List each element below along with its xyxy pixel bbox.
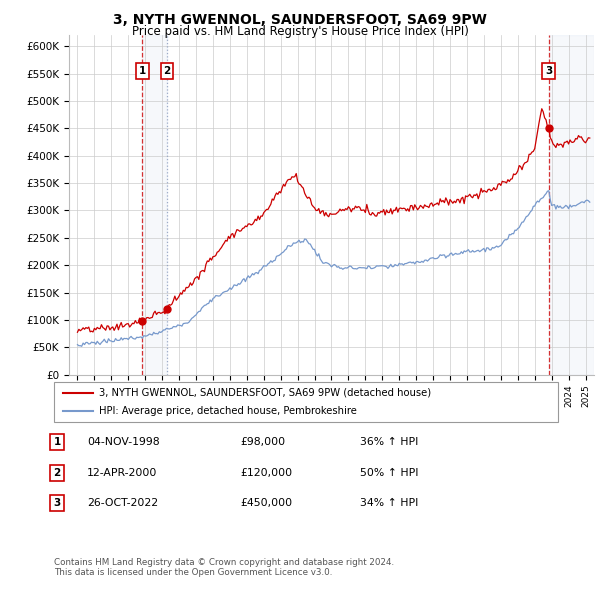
Text: 3: 3 bbox=[545, 66, 552, 76]
Text: £450,000: £450,000 bbox=[240, 499, 292, 508]
Text: Contains HM Land Registry data © Crown copyright and database right 2024.
This d: Contains HM Land Registry data © Crown c… bbox=[54, 558, 394, 577]
Bar bbox=[142, 35, 167, 375]
Text: HPI: Average price, detached house, Pembrokeshire: HPI: Average price, detached house, Pemb… bbox=[99, 406, 357, 416]
Text: Price paid vs. HM Land Registry's House Price Index (HPI): Price paid vs. HM Land Registry's House … bbox=[131, 25, 469, 38]
Text: 3, NYTH GWENNOL, SAUNDERSFOOT, SA69 9PW (detached house): 3, NYTH GWENNOL, SAUNDERSFOOT, SA69 9PW … bbox=[99, 388, 431, 398]
Text: 36% ↑ HPI: 36% ↑ HPI bbox=[360, 437, 418, 447]
Text: £98,000: £98,000 bbox=[240, 437, 285, 447]
Text: 12-APR-2000: 12-APR-2000 bbox=[87, 468, 157, 477]
Text: 3: 3 bbox=[53, 499, 61, 508]
Text: 26-OCT-2022: 26-OCT-2022 bbox=[87, 499, 158, 508]
Text: 1: 1 bbox=[139, 66, 146, 76]
Text: 1: 1 bbox=[53, 437, 61, 447]
Bar bbox=[548, 35, 594, 375]
Text: 50% ↑ HPI: 50% ↑ HPI bbox=[360, 468, 419, 477]
Text: 2: 2 bbox=[53, 468, 61, 477]
Text: 2: 2 bbox=[163, 66, 170, 76]
Text: 3, NYTH GWENNOL, SAUNDERSFOOT, SA69 9PW: 3, NYTH GWENNOL, SAUNDERSFOOT, SA69 9PW bbox=[113, 13, 487, 27]
Text: £120,000: £120,000 bbox=[240, 468, 292, 477]
Text: 34% ↑ HPI: 34% ↑ HPI bbox=[360, 499, 418, 508]
Text: 04-NOV-1998: 04-NOV-1998 bbox=[87, 437, 160, 447]
